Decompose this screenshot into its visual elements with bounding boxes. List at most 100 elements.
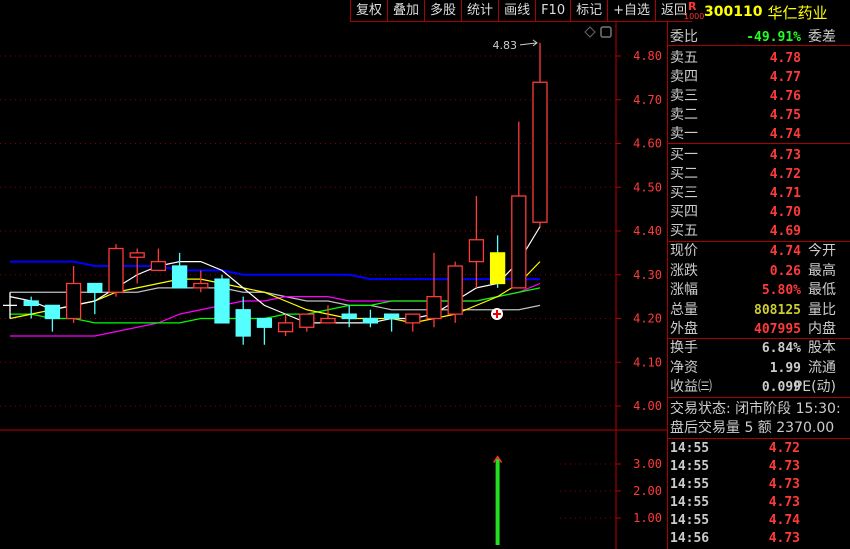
trade-time: 14:55 xyxy=(670,477,710,492)
row-right-label: 今开 xyxy=(808,243,836,259)
row-value: 407995 xyxy=(754,322,801,337)
row-label: 卖一 xyxy=(670,126,698,142)
trade-price: 4.73 xyxy=(768,477,800,492)
row-label: 总量 xyxy=(670,301,698,318)
row-label: 换手 xyxy=(670,340,698,356)
divider xyxy=(668,143,850,144)
toolbar-button-8[interactable]: 返回 xyxy=(655,0,692,22)
row-label: 卖二 xyxy=(670,107,698,123)
badge-sub: 1000 xyxy=(684,12,705,21)
candle xyxy=(447,261,463,323)
stock-code: 300110 xyxy=(704,4,763,20)
candle xyxy=(193,270,209,293)
row-label: 买三 xyxy=(670,185,698,201)
row-label: 买五 xyxy=(670,223,698,239)
candle-body xyxy=(489,252,506,285)
candle xyxy=(150,248,167,272)
candle xyxy=(23,296,39,319)
price-axis-label: 4.50 xyxy=(633,180,662,194)
candle-body xyxy=(108,247,124,293)
row-label: 卖三 xyxy=(670,88,698,104)
trade-row: 14:56 4.73 xyxy=(670,530,850,548)
row-label: 外盘 xyxy=(670,321,698,337)
row-label: 现价 xyxy=(670,243,698,259)
kline-chart[interactable]: 4.80 4.70 4.60 4.50 4.40 4.30 4.20 4.10 4.00 4.83… xyxy=(0,22,667,549)
volume-arrow-icon xyxy=(492,455,503,464)
candle xyxy=(532,42,548,227)
toolbar-button-1[interactable]: 叠加 xyxy=(387,0,424,22)
candle-body xyxy=(468,239,485,263)
trade-row: 14:55 4.73 xyxy=(670,494,850,512)
toolbar-button-4[interactable]: 画线 xyxy=(498,0,535,22)
trading-status: 交易状态: 闭市阶段 15:30: xyxy=(670,401,841,417)
ask-row: 卖二 4.75 xyxy=(670,106,850,125)
candle-body xyxy=(23,300,39,307)
candle xyxy=(405,313,421,332)
row-label: 涨跌 xyxy=(670,262,698,279)
divider xyxy=(668,45,850,46)
after-hours-volume: 盘后交易量 5 额 2370.00 xyxy=(670,420,835,436)
trade-time: 14:55 xyxy=(670,459,710,474)
window-icon xyxy=(600,26,612,38)
row-right-label: 量比 xyxy=(808,301,836,318)
toolbar-button-7[interactable]: +自选 xyxy=(607,0,655,22)
bid-row: 买一 4.73 xyxy=(670,146,850,165)
candle xyxy=(235,296,251,345)
trade-row: 14:55 4.73 xyxy=(670,458,850,476)
candle-body xyxy=(383,313,400,320)
row-label: 卖四 xyxy=(670,69,698,85)
quote-row: 总量 808125 量比 xyxy=(670,301,850,320)
ask-row: 卖四 4.77 xyxy=(670,68,850,87)
toolbar-button-3[interactable]: 统计 xyxy=(461,0,498,22)
add-marker-icon[interactable] xyxy=(491,308,503,320)
trade-time: 14:56 xyxy=(670,531,710,546)
price-axis-label: 4.60 xyxy=(633,137,662,151)
row-value: 6.84% xyxy=(761,341,801,356)
price-axis-label: 4.20 xyxy=(633,312,662,326)
candle-body xyxy=(65,282,82,320)
candle xyxy=(3,292,17,319)
weibi-row: 委比 -49.91% 委差 xyxy=(670,28,850,47)
bid-row: 买三 4.71 xyxy=(670,184,850,203)
row-label: 涨幅 xyxy=(670,282,698,298)
row-value: 4.76 xyxy=(769,89,801,104)
toolbar-button-5[interactable]: F10 xyxy=(535,0,570,22)
trade-time: 14:55 xyxy=(670,513,710,528)
row-right-label: 内盘 xyxy=(808,321,836,337)
quote-row: 涨跌 0.26 最高 xyxy=(670,262,850,281)
row-value: 4.69 xyxy=(769,224,801,239)
row-right-label: 最高 xyxy=(808,262,836,279)
candle xyxy=(44,304,61,332)
candle-body xyxy=(171,265,188,289)
candle-body xyxy=(532,81,548,223)
divider xyxy=(668,241,850,242)
row-right-label: PE(动) xyxy=(793,379,836,395)
price-axis-label: 4.30 xyxy=(633,268,662,282)
row-label: 收益㈢ xyxy=(670,379,712,395)
candle xyxy=(277,314,294,336)
candle xyxy=(320,305,336,324)
row-right-label: 流通 xyxy=(808,359,836,376)
candle xyxy=(299,313,315,332)
row-value: 1.99 xyxy=(769,360,801,376)
row-value: 0.26 xyxy=(769,263,801,279)
candle-body xyxy=(277,322,294,333)
quote-row: 外盘 407995 内盘 xyxy=(670,320,850,339)
price-axis-label: 4.40 xyxy=(633,224,662,238)
volume-bar xyxy=(495,458,500,545)
trade-time: 14:55 xyxy=(670,441,710,456)
toolbar-button-0[interactable]: 复权 xyxy=(350,0,387,22)
ask-row: 卖五 4.78 xyxy=(670,49,850,68)
quote-row: 涨幅 5.80% 最低 xyxy=(670,281,850,300)
candle-body xyxy=(405,313,421,324)
quote-row: 现价 4.74 今开 xyxy=(670,242,850,261)
toolbar-button-2[interactable]: 多股 xyxy=(424,0,461,22)
row-value: 4.70 xyxy=(769,205,801,220)
divider xyxy=(668,438,850,439)
ma-yellow-line xyxy=(9,261,541,324)
candle-body xyxy=(150,260,167,272)
candle xyxy=(489,235,506,288)
trade-row: 14:55 4.73 xyxy=(670,476,850,494)
toolbar-button-6[interactable]: 标记 xyxy=(570,0,607,22)
divider xyxy=(668,338,850,339)
